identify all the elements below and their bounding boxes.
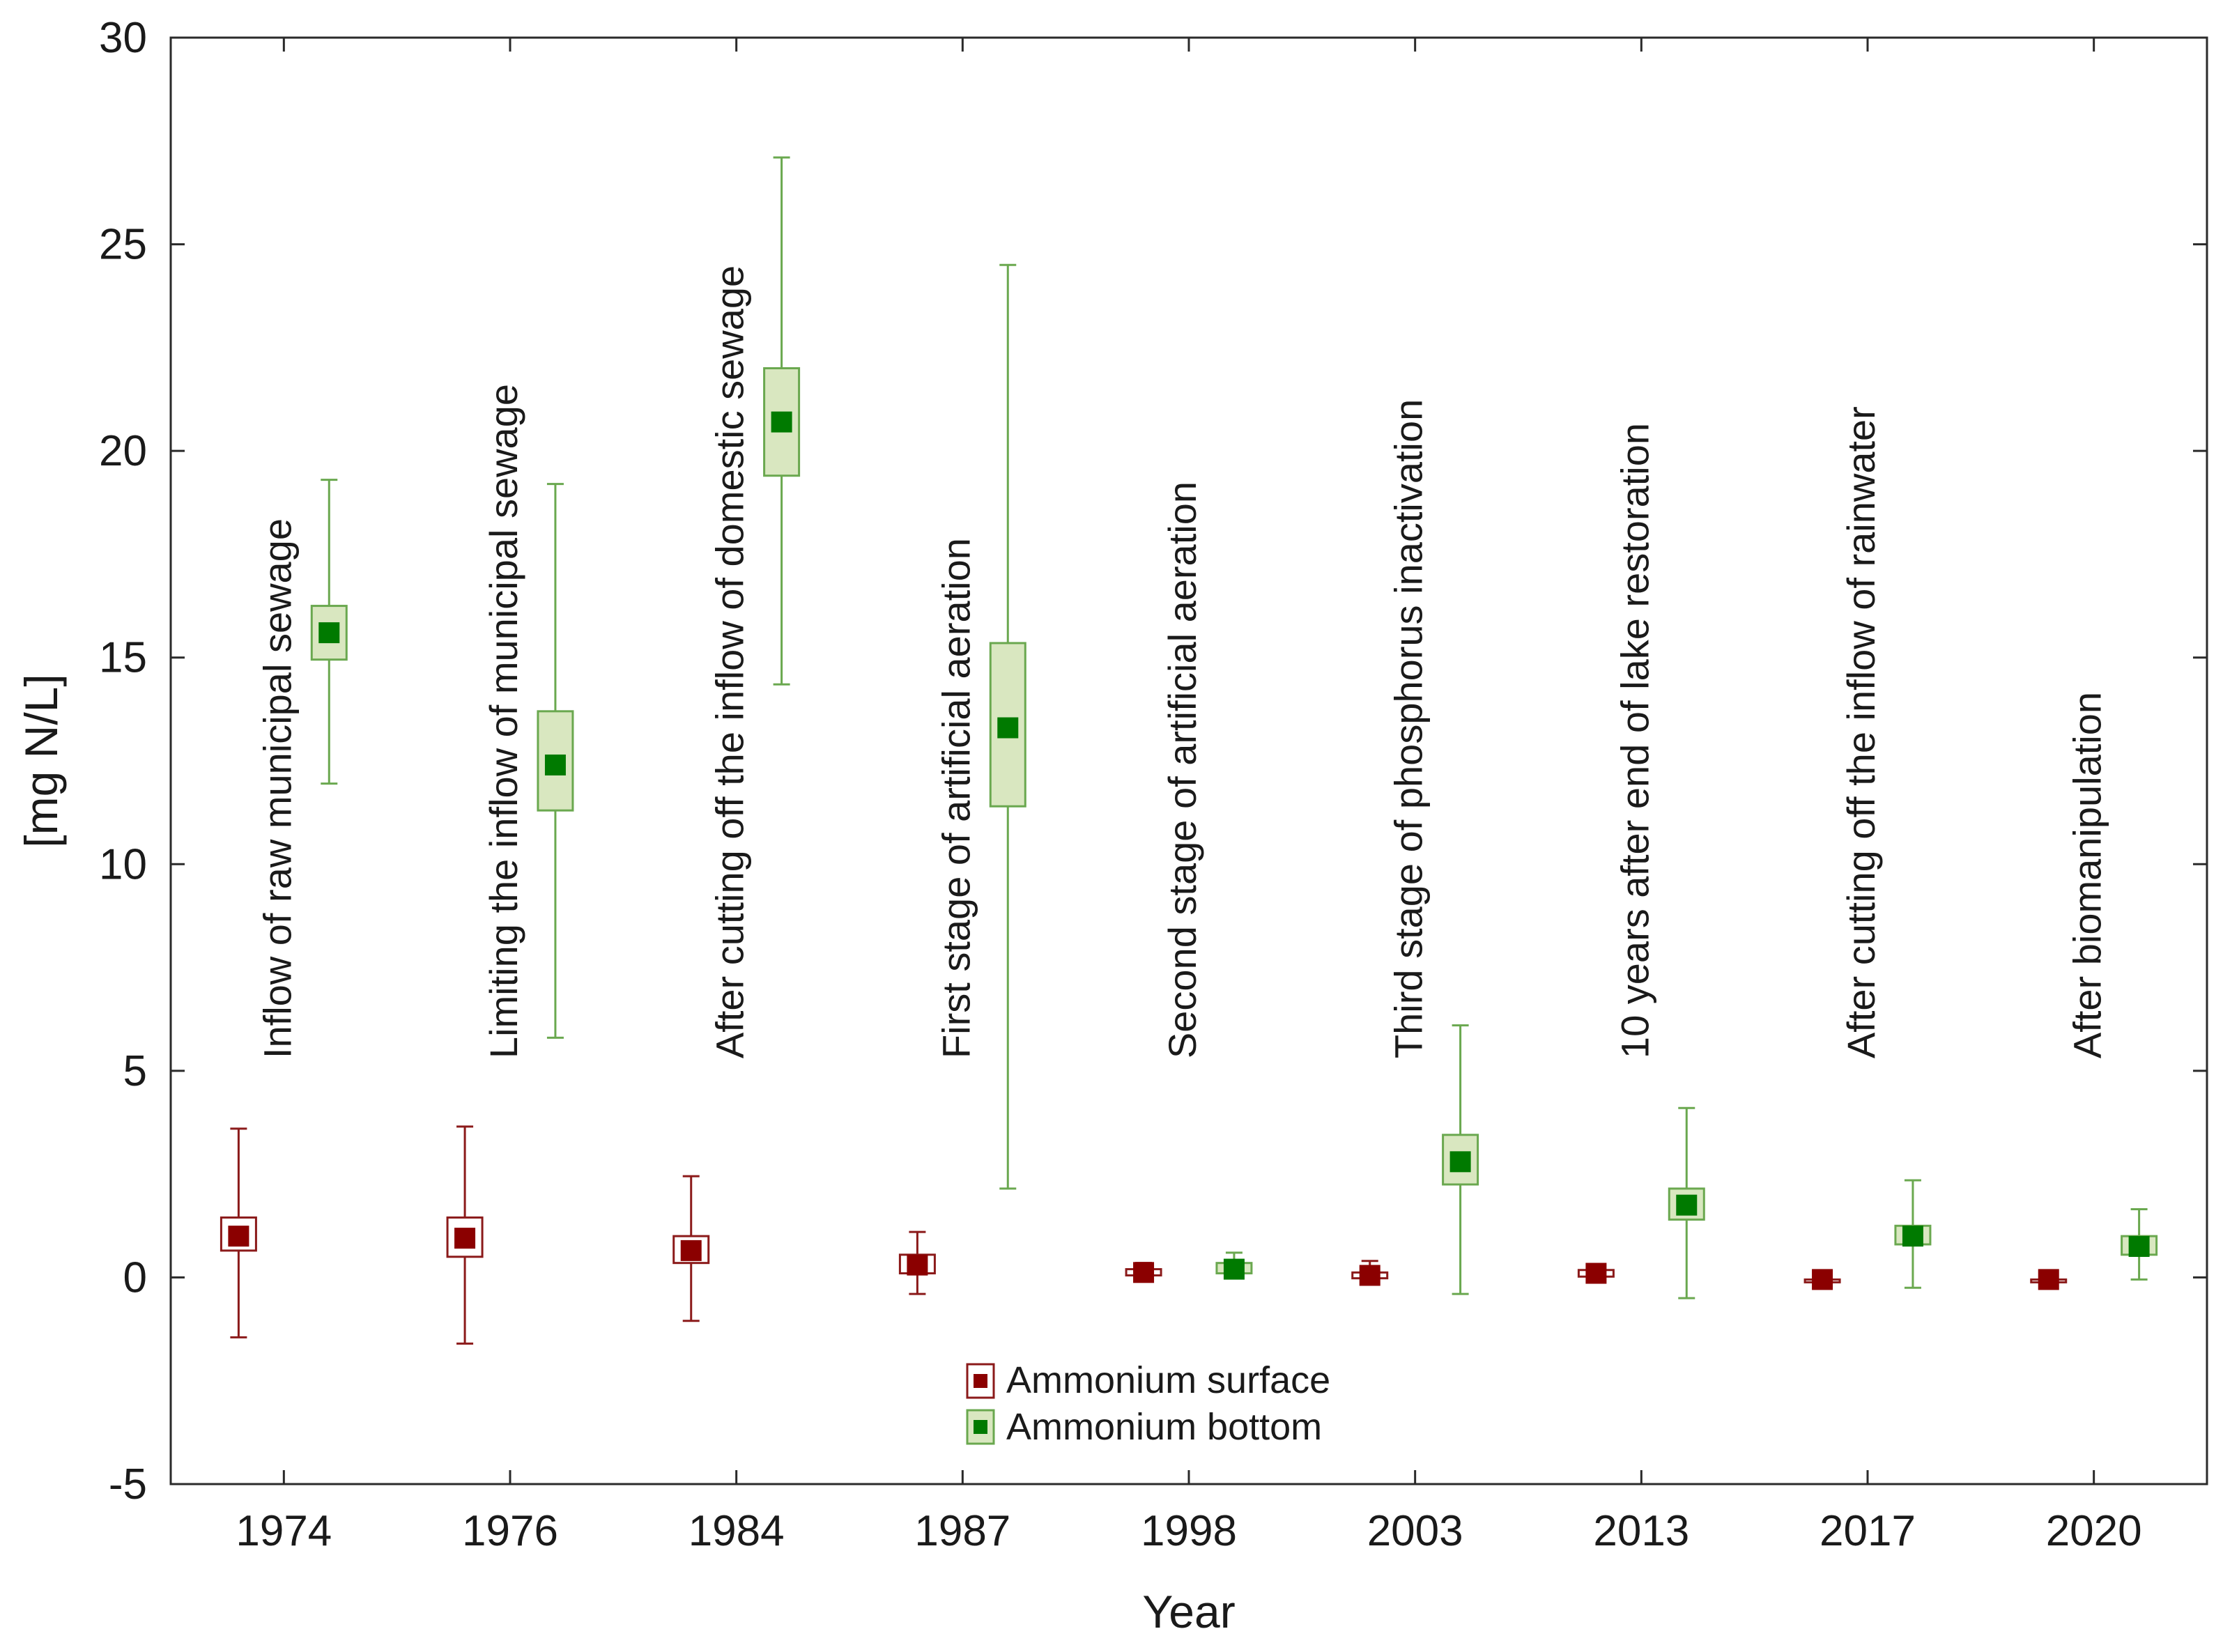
x-axis-title: Year [1142, 1586, 1235, 1637]
mean-marker-bottom [997, 717, 1019, 739]
mean-marker-surface [454, 1228, 476, 1249]
mean-marker-surface [228, 1226, 249, 1247]
box-bottom [1668, 1106, 1705, 1299]
legend-marker-surface [974, 1374, 987, 1388]
mean-marker-surface [1133, 1262, 1155, 1283]
annotation-label: After biomanipulation [2066, 692, 2109, 1058]
legend-label-bottom: Ammonium bottom [1006, 1406, 1322, 1448]
mean-marker-surface [680, 1240, 702, 1261]
period-annotations: Inflow of raw municipal sewage Limiting t… [255, 265, 2109, 1058]
mean-marker-surface [1359, 1265, 1380, 1286]
legend-label-surface: Ammonium surface [1006, 1359, 1330, 1401]
annotation-label: Third stage of phosphorus inactivation [1387, 399, 1431, 1058]
box-bottom [763, 156, 801, 686]
mean-marker-surface [2038, 1269, 2059, 1290]
x-tick-label: 1984 [689, 1507, 785, 1555]
y-axis-title: [mg N/L] [15, 674, 67, 847]
box-surface [1577, 1263, 1615, 1284]
mean-marker-bottom [1449, 1151, 1471, 1173]
annotation-label: First stage of artificial aeration [934, 538, 978, 1058]
annotation-label: Limiting the inflow of municipal sewage [482, 384, 525, 1058]
mean-marker-bottom [1676, 1194, 1698, 1216]
annotation-label: After cutting off the inflow of domestic… [708, 265, 752, 1058]
box-surface [898, 1230, 936, 1295]
y-tick-label: 15 [99, 634, 147, 682]
iqr-box-surface [446, 1216, 484, 1258]
box-plots [220, 156, 2158, 1345]
annotation-label: 10 years after end of lake restoration [1613, 423, 1656, 1058]
mean-marker-bottom [544, 754, 566, 775]
y-tick-label: 25 [99, 221, 147, 269]
box-surface [446, 1125, 484, 1345]
mean-marker-surface [1812, 1269, 1833, 1290]
legend-item-surface: Ammonium surface [966, 1359, 1330, 1401]
annotation-label: Inflow of raw municipal sewage [255, 518, 299, 1058]
y-tick-label: -5 [109, 1460, 147, 1508]
y-tick-label: 0 [123, 1253, 147, 1302]
box-bottom [1894, 1179, 1932, 1289]
y-axis: -5 0 5 10 15 20 25 30 [99, 14, 2207, 1508]
legend-item-bottom: Ammonium bottom [966, 1406, 1322, 1448]
x-tick-label: 1998 [1141, 1507, 1237, 1555]
mean-marker-bottom [318, 622, 340, 644]
mean-marker-bottom [1223, 1258, 1245, 1280]
y-tick-label: 30 [99, 14, 147, 62]
x-axis: 1974 1976 1984 1987 1998 2003 2013 2017 2020 [236, 38, 2142, 1555]
box-bottom [989, 263, 1026, 1190]
annotation-label: Second stage of artificial aeration [1160, 481, 1204, 1058]
mean-marker-bottom [2128, 1235, 2150, 1257]
box-bottom [310, 479, 348, 785]
box-surface [1803, 1269, 1841, 1290]
box-bottom [2121, 1208, 2158, 1281]
x-tick-label: 2003 [1367, 1507, 1463, 1555]
box-surface [2030, 1269, 2068, 1290]
x-tick-label: 1974 [236, 1507, 332, 1555]
y-tick-label: 20 [99, 427, 147, 475]
x-tick-label: 1976 [462, 1507, 558, 1555]
mean-marker-bottom [1902, 1226, 1923, 1247]
annotation-label: After cutting off the inflow of rainwate… [1839, 406, 1883, 1058]
box-surface [220, 1127, 257, 1338]
box-bottom [1442, 1024, 1479, 1295]
x-tick-label: 2013 [1593, 1507, 1689, 1555]
plot-frame [169, 36, 2208, 1485]
legend-marker-bottom [974, 1420, 987, 1434]
x-tick-label: 1987 [914, 1507, 1010, 1555]
x-tick-label: 2020 [2046, 1507, 2142, 1555]
legend: Ammonium surface Ammonium bottom [966, 1359, 1330, 1448]
box-surface [672, 1175, 710, 1322]
mean-marker-surface [907, 1254, 928, 1276]
y-tick-label: 5 [123, 1047, 147, 1095]
mean-marker-surface [1585, 1263, 1607, 1284]
box-bottom [537, 483, 574, 1039]
box-surface [1125, 1262, 1162, 1283]
box-bottom [1215, 1251, 1253, 1280]
box-surface [1351, 1260, 1389, 1286]
x-tick-label: 2017 [1820, 1507, 1916, 1555]
mean-marker-bottom [771, 411, 792, 433]
y-tick-label: 10 [99, 840, 147, 888]
